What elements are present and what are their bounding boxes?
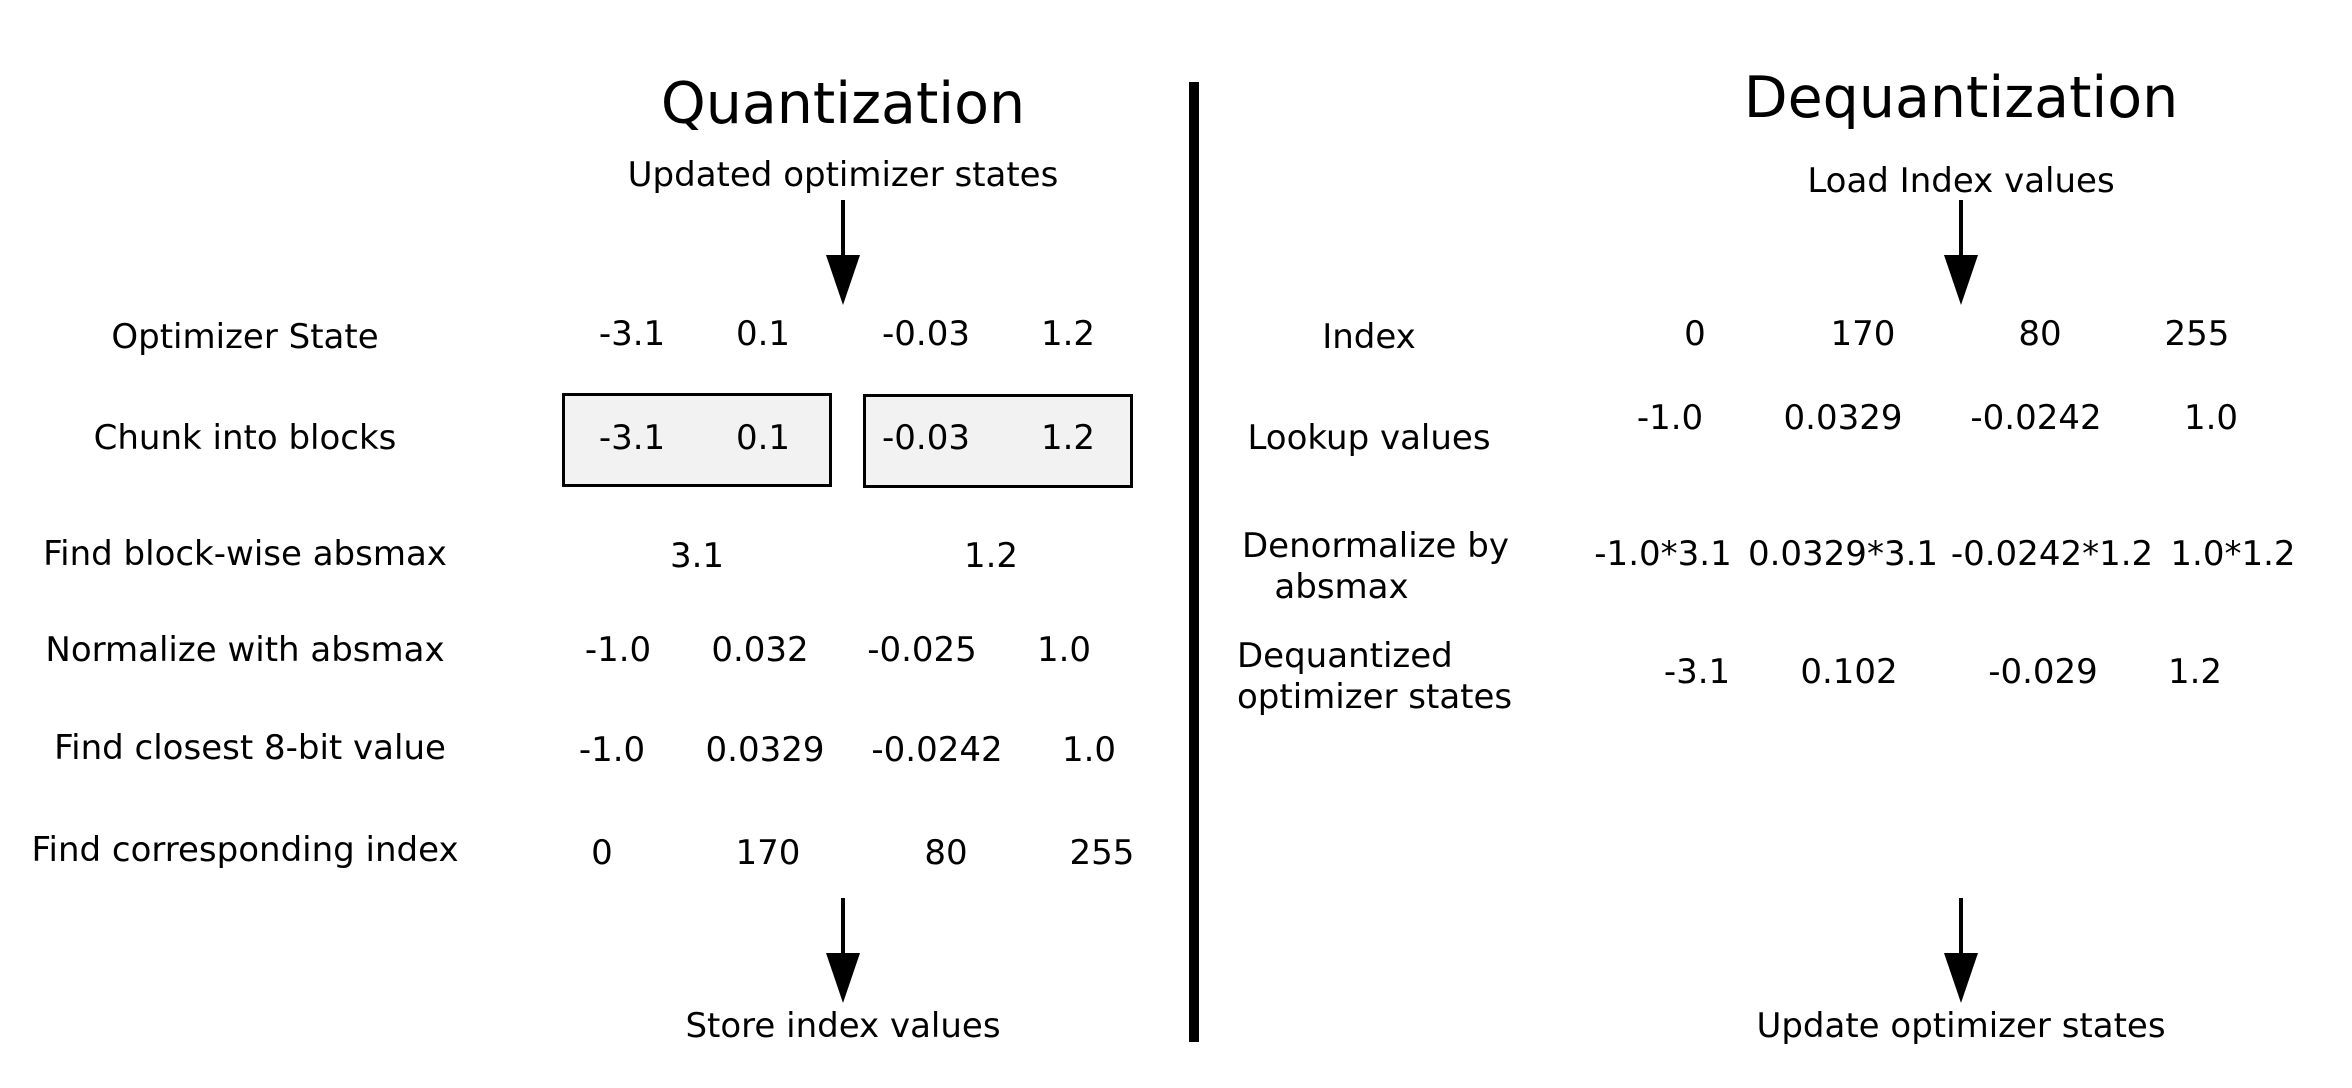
down-arrow-icon <box>1944 898 1978 1003</box>
value-cell: 1.0 <box>1036 630 1092 670</box>
row-label-lookup-values: Lookup values <box>1247 418 1491 458</box>
dequantization-title: Dequantization <box>1743 65 2179 131</box>
value-cell: 0 <box>1684 314 1706 354</box>
row-label-optimizer-state: Optimizer State <box>111 317 379 357</box>
block-box-1 <box>562 393 832 487</box>
value-cell: 0.1 <box>735 314 791 354</box>
value-cell: -0.03 <box>882 418 970 458</box>
value-cell: -3.1 <box>598 314 666 354</box>
value-cell: -3.1 <box>1663 652 1731 692</box>
down-arrow-icon <box>826 898 860 1003</box>
section-divider <box>1189 82 1199 1042</box>
row-label-block-absmax: Find block-wise absmax <box>43 534 447 574</box>
value-cell: 170 <box>1830 314 1896 354</box>
value-cell: 255 <box>1069 833 1135 873</box>
down-arrow-icon <box>826 200 860 305</box>
row-label-chunk-into-blocks: Chunk into blocks <box>93 418 397 458</box>
quantization-title: Quantization <box>660 71 1026 137</box>
quantization-input-label: Updated optimizer states <box>627 155 1059 195</box>
value-cell: 0.1 <box>735 418 791 458</box>
absmax-value: 3.1 <box>669 536 725 576</box>
value-cell: 80 <box>924 833 968 873</box>
value-cell: -1.0 <box>1636 398 1704 438</box>
value-cell: -0.029 <box>1988 652 2098 692</box>
value-cell: -1.0*3.1 <box>1594 534 1732 574</box>
quantization-output-label: Store index values <box>685 1006 1001 1046</box>
value-cell: 0.032 <box>711 630 809 670</box>
value-cell: -0.03 <box>882 314 970 354</box>
value-cell: 1.0 <box>1061 730 1117 770</box>
row-label-dequantized-states: Dequantized optimizer states <box>1237 636 1513 717</box>
value-cell: 1.0*1.2 <box>2170 534 2296 574</box>
value-cell: 170 <box>735 833 801 873</box>
row-label-denormalize: Denormalize by absmax <box>1242 526 1509 607</box>
dequantization-output-label: Update optimizer states <box>1756 1006 2166 1046</box>
value-cell: 1.2 <box>2167 652 2223 692</box>
value-cell: 0.0329*3.1 <box>1747 534 1939 574</box>
value-cell: -0.0242 <box>1970 398 2102 438</box>
value-cell: 0.0329 <box>705 730 825 770</box>
value-cell: 1.2 <box>1040 418 1096 458</box>
value-cell: 1.0 <box>2183 398 2239 438</box>
row-label-closest-8bit: Find closest 8-bit value <box>54 728 446 768</box>
row-label-corresponding-index: Find corresponding index <box>31 830 459 870</box>
dequantization-input-label: Load Index values <box>1807 161 2115 201</box>
value-cell: -1.0 <box>578 730 646 770</box>
value-cell: -1.0 <box>584 630 652 670</box>
value-cell: 0 <box>591 833 613 873</box>
row-label-normalize: Normalize with absmax <box>45 630 445 670</box>
row-label-index: Index <box>1322 317 1416 357</box>
block-box-2 <box>863 394 1133 488</box>
value-cell: -0.0242*1.2 <box>1950 534 2154 574</box>
value-cell: 0.0329 <box>1783 398 1903 438</box>
absmax-value: 1.2 <box>963 536 1019 576</box>
value-cell: 80 <box>2018 314 2062 354</box>
value-cell: -0.0242 <box>871 730 1003 770</box>
value-cell: -3.1 <box>598 418 666 458</box>
value-cell: 255 <box>2164 314 2230 354</box>
value-cell: -0.025 <box>867 630 977 670</box>
value-cell: 0.102 <box>1800 652 1898 692</box>
value-cell: 1.2 <box>1040 314 1096 354</box>
down-arrow-icon <box>1944 200 1978 305</box>
